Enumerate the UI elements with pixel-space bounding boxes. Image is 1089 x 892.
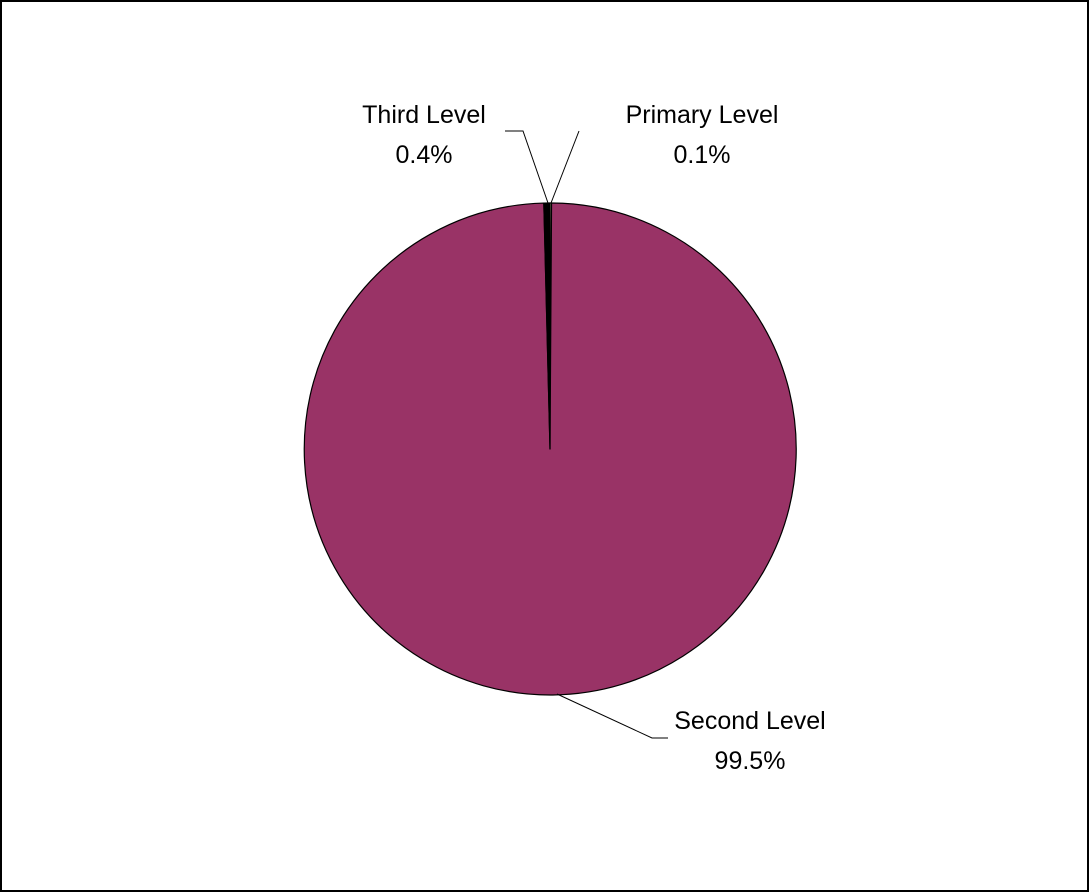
slice-value-second-level: 99.5% — [715, 747, 786, 775]
leader-line-primary-level — [550, 130, 580, 204]
leader-lines — [505, 130, 668, 739]
slices-layer — [303, 202, 797, 696]
labels-layer: Primary Level 0.1% Second Level 99.5% Third … — [362, 101, 826, 775]
slice-value-third-level: 0.4% — [396, 141, 453, 169]
slice-value-primary-level: 0.1% — [674, 141, 731, 169]
slice-label-primary-level: Primary Level — [626, 101, 779, 129]
leader-line-third-level — [505, 130, 549, 204]
slice-label-second-level: Second Level — [674, 707, 826, 735]
slice-label-third-level: Third Level — [362, 101, 486, 129]
pie-slice-third-level — [543, 202, 551, 450]
leader-line-second-level — [556, 693, 668, 739]
